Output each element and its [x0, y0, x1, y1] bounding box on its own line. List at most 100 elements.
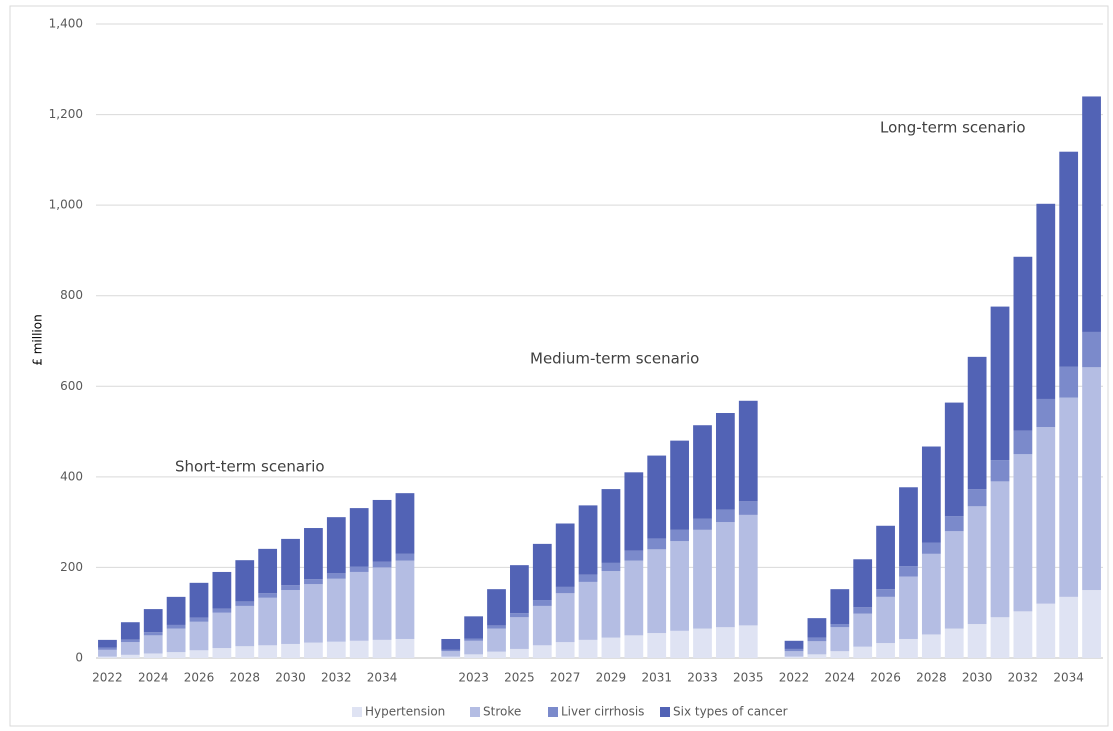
bar-segment: [304, 584, 323, 643]
bar-segment: [967, 506, 987, 625]
bar-segment: [807, 641, 827, 655]
bar-segment: [326, 517, 346, 574]
bar-segment: [235, 605, 255, 647]
bar-segment: [1082, 331, 1101, 368]
legend-swatch: [548, 707, 558, 717]
bar-segment: [281, 585, 300, 591]
bar-segment: [624, 635, 644, 658]
bar-segment: [510, 565, 529, 614]
bar-segment: [258, 645, 278, 658]
bar-segment: [143, 653, 163, 658]
bar-segment: [944, 402, 964, 517]
bar-segment: [693, 529, 712, 629]
bar-segment: [349, 508, 369, 567]
bar-segment: [876, 643, 895, 658]
bar-segment: [349, 571, 369, 641]
x-tick-label: 2034: [1053, 671, 1084, 685]
bar-segment: [876, 589, 895, 597]
bar-segment: [120, 654, 140, 658]
bar-segment: [1082, 96, 1101, 332]
x-tick-label: 2023: [458, 671, 489, 685]
bar-segment: [921, 542, 941, 554]
bar-segment: [304, 642, 323, 658]
bar-segment: [441, 649, 461, 652]
bar-segment: [670, 440, 689, 530]
bar-segment: [967, 489, 987, 507]
bar-segment: [921, 446, 941, 543]
bar-segment: [693, 628, 712, 658]
y-tick-label: 800: [60, 288, 83, 302]
y-axis-label: £ million: [31, 314, 45, 365]
bar-segment: [98, 647, 117, 650]
bar-segment: [738, 625, 758, 658]
bar-segment: [1036, 603, 1056, 658]
bar-segment: [670, 541, 689, 631]
bar-segment: [532, 605, 552, 646]
bar-segment: [921, 634, 941, 658]
bar-segment: [647, 549, 667, 634]
bar-segment: [601, 637, 621, 658]
bar-segment: [349, 640, 369, 658]
legend-swatch: [352, 707, 362, 717]
bar-segment: [532, 543, 552, 601]
bar-segment: [326, 573, 346, 579]
bar-segment: [235, 560, 255, 602]
bar-segment: [281, 643, 300, 658]
bar-segment: [1013, 611, 1033, 658]
bar-segment: [738, 400, 758, 502]
bar-segment: [281, 538, 300, 586]
x-tick-label: 2030: [962, 671, 993, 685]
bar-segment: [532, 600, 552, 606]
bar-segment: [464, 616, 484, 639]
y-tick-label: 1,200: [49, 107, 83, 121]
x-tick-label: 2034: [367, 671, 398, 685]
bar-segment: [487, 628, 506, 652]
bar-segment: [693, 518, 712, 530]
bar-segment: [487, 625, 506, 629]
x-tick-label: 2026: [870, 671, 901, 685]
bar-segment: [464, 640, 484, 655]
x-tick-label: 2033: [687, 671, 718, 685]
annotation: Long-term scenario: [880, 119, 1026, 137]
x-tick-label: 2026: [184, 671, 215, 685]
bar-segment: [510, 617, 529, 649]
y-tick-label: 1,000: [49, 198, 83, 212]
bar-segment: [647, 633, 667, 658]
bar-segment: [98, 656, 117, 658]
bar-segment: [510, 648, 529, 658]
bar-segment: [1059, 397, 1079, 597]
bar-segment: [853, 559, 873, 608]
bar-segment: [189, 621, 209, 651]
bar-segment: [899, 576, 918, 639]
bar-segment: [715, 522, 735, 628]
x-tick-label: 2031: [641, 671, 672, 685]
bar-segment: [715, 509, 735, 523]
bar-segment: [143, 635, 163, 654]
bar-segment: [441, 656, 461, 658]
x-tick-label: 2032: [321, 671, 352, 685]
bar-segment: [189, 617, 209, 622]
bar-segment: [715, 627, 735, 658]
x-tick-label: 2028: [916, 671, 947, 685]
bar-segment: [166, 596, 186, 625]
bar-segment: [578, 639, 598, 658]
bar-segment: [98, 639, 117, 648]
bar-segment: [784, 656, 804, 658]
bar-segment: [1059, 151, 1079, 367]
bar-segment: [876, 525, 895, 590]
bar-segment: [349, 566, 369, 572]
bar-segment: [166, 628, 186, 653]
bar-segment: [555, 593, 575, 643]
legend-label: Stroke: [483, 705, 521, 719]
bar-segment: [212, 608, 232, 613]
bar-segment: [326, 641, 346, 658]
y-tick-label: 400: [60, 469, 83, 483]
bar-segment: [807, 637, 827, 642]
bar-segment: [304, 579, 323, 585]
x-tick-label: 2024: [138, 671, 169, 685]
x-tick-label: 2025: [504, 671, 535, 685]
y-tick-label: 600: [60, 379, 83, 393]
bar-segment: [189, 650, 209, 658]
bar-segment: [784, 648, 804, 652]
